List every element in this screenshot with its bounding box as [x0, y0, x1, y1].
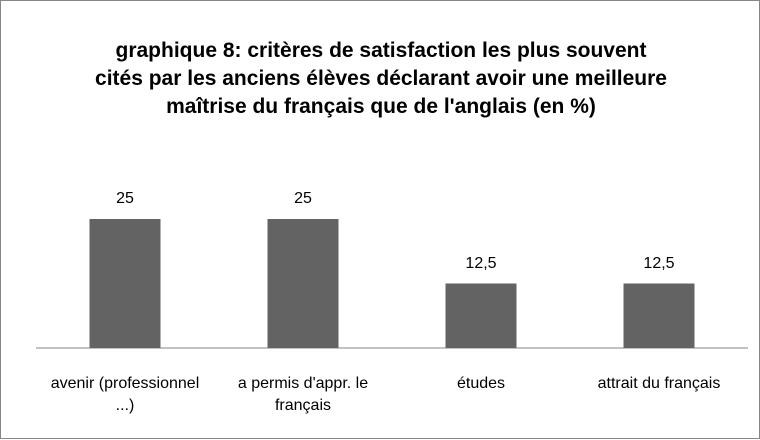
value-label: 12,5 — [643, 254, 675, 272]
bar — [267, 219, 339, 348]
bar — [445, 283, 517, 348]
value-label: 25 — [116, 190, 134, 207]
value-label: 25 — [294, 190, 312, 207]
x-tick-label: études — [456, 375, 506, 392]
bar — [623, 283, 695, 348]
chart-title: graphique 8: critères de satisfaction le… — [95, 39, 667, 118]
x-tick-label: a permis d'appr. le français — [237, 375, 369, 414]
value-label: 12,5 — [465, 254, 497, 272]
bar — [89, 219, 161, 348]
x-tick-label: attrait du français — [597, 375, 721, 392]
x-tick-label: avenir (professionnel ...) — [50, 375, 200, 414]
